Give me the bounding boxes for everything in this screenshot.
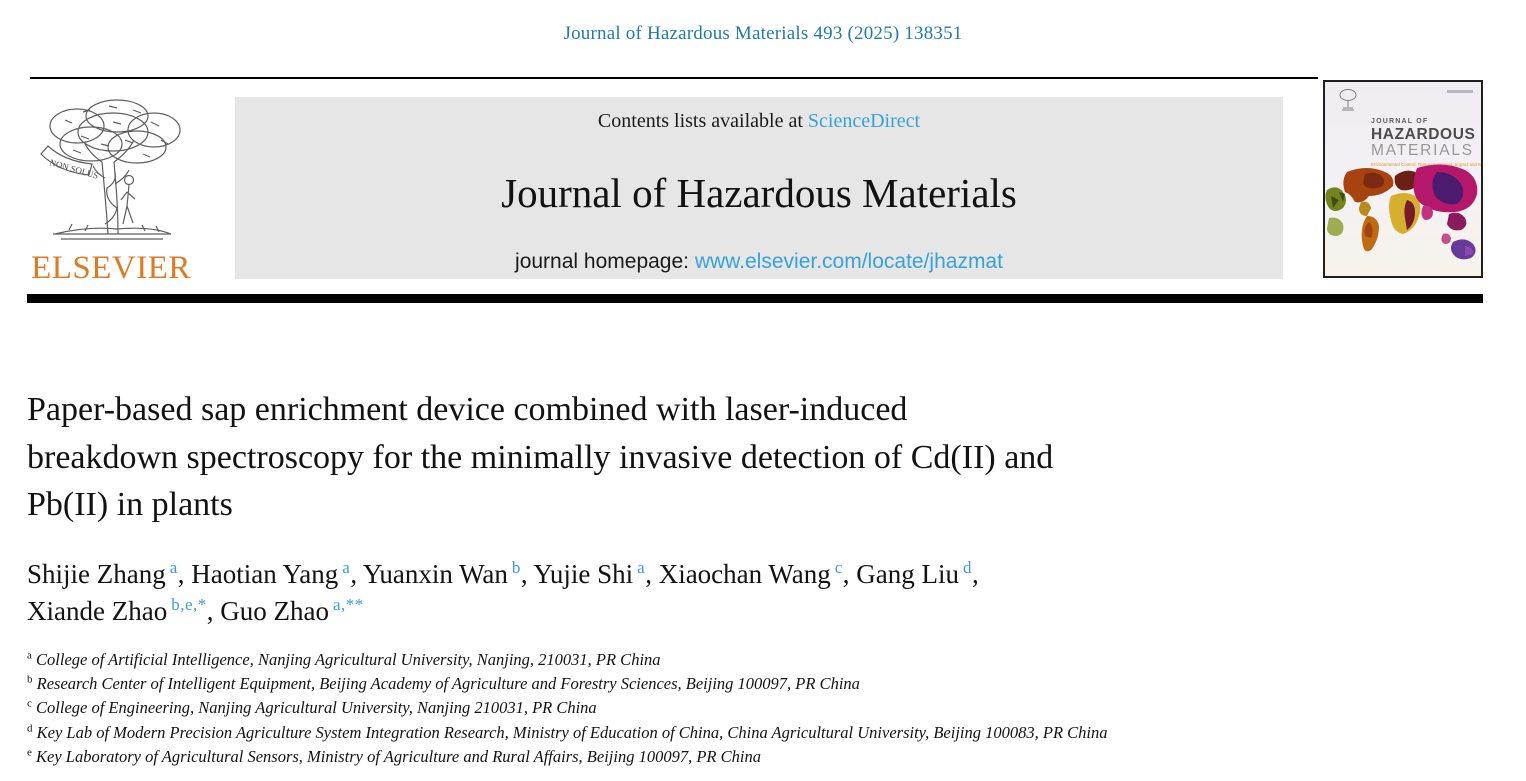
elsevier-tree-icon: NON SOLUS <box>40 99 181 240</box>
author-list: Shijie Zhang a, Haotian Yang a, Yuanxin Wa… <box>27 558 979 626</box>
affiliation-row: e Key Laboratory of Agricultural Sensors… <box>27 746 761 766</box>
homepage-line: journal homepage: www.elsevier.com/locat… <box>235 250 1283 274</box>
header-black-bar <box>27 294 1483 303</box>
cover-title-line3: MATERIALS <box>1371 142 1474 159</box>
author: Gang Liu d <box>856 558 973 589</box>
author: Yujie Shi a <box>533 558 646 589</box>
journal-reference: Journal of Hazardous Materials 493 (2025… <box>563 23 963 44</box>
sciencedirect-link[interactable]: ScienceDirect <box>807 110 921 132</box>
author: Guo Zhao a,** <box>220 595 364 626</box>
cover-title: JOURNAL OF HAZARDOUS MATERIALS Environme… <box>1371 118 1481 167</box>
journal-homepage-link[interactable]: www.elsevier.com/locate/jhazmat <box>694 250 1003 273</box>
cover-subtitle: Environmental Control, Risk Assessment, … <box>1371 162 1481 167</box>
affiliation-row: d Key Lab of Modern Precision Agricultur… <box>27 722 1108 742</box>
author-affiliation-superscript: a <box>169 558 178 577</box>
affiliation-row: c College of Engineering, Nanjing Agricu… <box>27 697 597 718</box>
contents-prefix: Contents lists available at <box>597 110 808 132</box>
journal-title: Journal of Hazardous Materials <box>501 170 1017 216</box>
affiliation-list: a College of Artificial Intelligence, Na… <box>27 648 1447 769</box>
author-affiliation-superscript: a <box>342 558 351 577</box>
elsevier-logo: NON SOLUS ELSEVIER <box>23 92 199 288</box>
cover-issn-bar <box>1447 90 1473 93</box>
author-affiliation-superscript: c <box>834 558 843 577</box>
elsevier-wordmark: ELSEVIER <box>31 250 191 286</box>
cover-elsevier-icon <box>1339 89 1357 111</box>
cover-title-line2: HAZARDOUS <box>1371 126 1476 143</box>
journal-banner: Contents lists available at ScienceDirec… <box>235 97 1283 279</box>
author-affiliation-superscript: b <box>511 558 521 577</box>
author: Haotian Yang a <box>191 558 351 589</box>
top-divider <box>30 77 1318 79</box>
affiliation-row: b Research Center of Intelligent Equipme… <box>27 673 860 694</box>
cover-title-line1: JOURNAL OF <box>1371 118 1429 125</box>
author: Yuanxin Wan b <box>362 558 521 589</box>
author-affiliation-superscript: a,** <box>332 595 364 614</box>
author-affiliation-superscript: b,e,* <box>171 595 207 614</box>
contents-line: Contents lists available at ScienceDirec… <box>235 110 1283 133</box>
journal-cover-thumbnail: JOURNAL OF HAZARDOUS MATERIALS Environme… <box>1323 80 1483 278</box>
author: Shijie Zhang a <box>27 558 178 589</box>
author: Xiaochan Wang c <box>658 558 843 589</box>
author-affiliation-superscript: d <box>963 558 973 577</box>
homepage-prefix: journal homepage: <box>515 250 695 273</box>
article-title: Paper-based sap enrichment device combin… <box>27 391 1054 523</box>
author-affiliation-superscript: a <box>637 558 646 577</box>
author: Xiande Zhao b,e,* <box>27 595 207 626</box>
cover-world-map <box>1325 164 1478 260</box>
affiliation-row: a College of Artificial Intelligence, Na… <box>27 649 661 669</box>
